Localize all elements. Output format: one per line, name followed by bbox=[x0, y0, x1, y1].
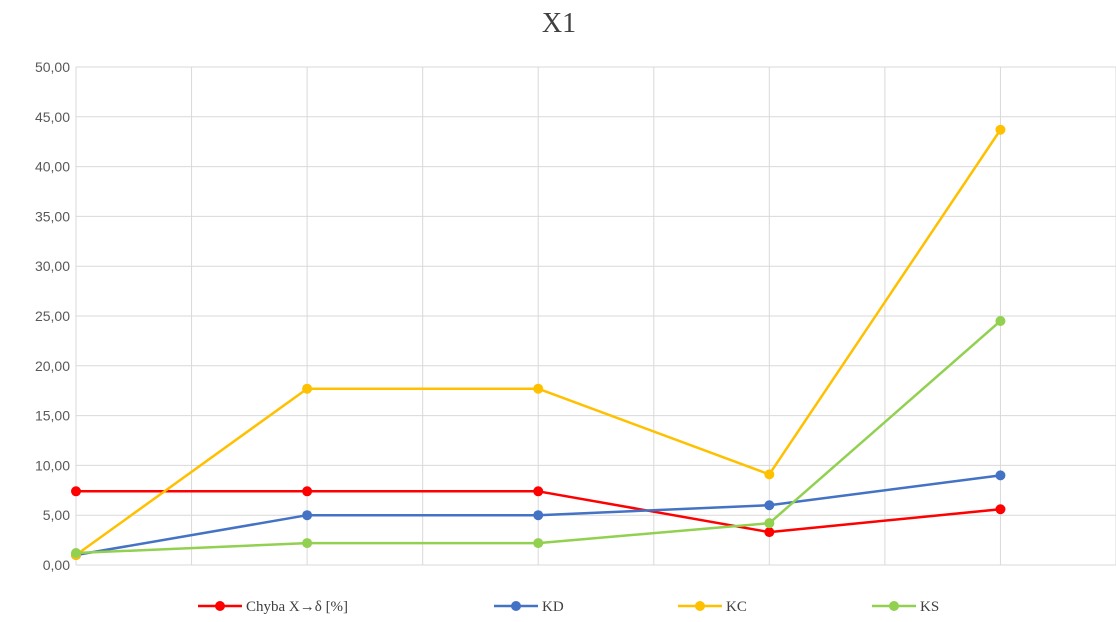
legend-item: KD bbox=[494, 599, 564, 615]
legend-label: KC bbox=[726, 599, 747, 615]
data-point bbox=[71, 548, 81, 558]
data-point bbox=[533, 510, 543, 520]
y-tick-label: 0,00 bbox=[43, 557, 70, 573]
y-tick-label: 20,00 bbox=[35, 358, 70, 374]
y-tick-label: 15,00 bbox=[35, 408, 70, 424]
legend-label: KD bbox=[542, 599, 564, 615]
legend-item: KC bbox=[678, 599, 747, 615]
data-point bbox=[764, 527, 774, 537]
data-point bbox=[995, 316, 1005, 326]
legend-swatch-marker bbox=[215, 601, 225, 611]
legend: Chyba X→δ [%] KD KC KS bbox=[198, 599, 939, 615]
data-point bbox=[764, 500, 774, 510]
data-point bbox=[764, 469, 774, 479]
data-point bbox=[533, 486, 543, 496]
data-point bbox=[302, 384, 312, 394]
y-tick-label: 35,00 bbox=[35, 208, 70, 224]
y-tick-label: 10,00 bbox=[35, 457, 70, 473]
data-point bbox=[995, 504, 1005, 514]
data-point bbox=[995, 470, 1005, 480]
y-axis-ticks: 0,00 5,00 10,00 15,00 20,00 25,00 30,00 35,00 40… bbox=[35, 59, 70, 573]
chart-title: X1 bbox=[542, 8, 576, 39]
data-point bbox=[302, 486, 312, 496]
legend-swatch-marker bbox=[889, 601, 899, 611]
y-tick-label: 40,00 bbox=[35, 159, 70, 175]
legend-item: KS bbox=[872, 599, 939, 615]
data-point bbox=[302, 538, 312, 548]
y-tick-label: 25,00 bbox=[35, 308, 70, 324]
legend-swatch-marker bbox=[511, 601, 521, 611]
legend-label: Chyba X→δ [%] bbox=[246, 599, 348, 615]
legend-item: Chyba X→δ [%] bbox=[198, 599, 348, 615]
y-tick-label: 30,00 bbox=[35, 258, 70, 274]
data-point bbox=[533, 538, 543, 548]
legend-label: KS bbox=[920, 599, 939, 615]
data-point bbox=[995, 125, 1005, 135]
legend-swatch-marker bbox=[695, 601, 705, 611]
y-tick-label: 45,00 bbox=[35, 109, 70, 125]
data-point bbox=[533, 384, 543, 394]
data-point bbox=[764, 518, 774, 528]
data-point bbox=[71, 486, 81, 496]
data-point bbox=[302, 510, 312, 520]
y-tick-label: 50,00 bbox=[35, 59, 70, 75]
y-tick-label: 5,00 bbox=[43, 507, 70, 523]
